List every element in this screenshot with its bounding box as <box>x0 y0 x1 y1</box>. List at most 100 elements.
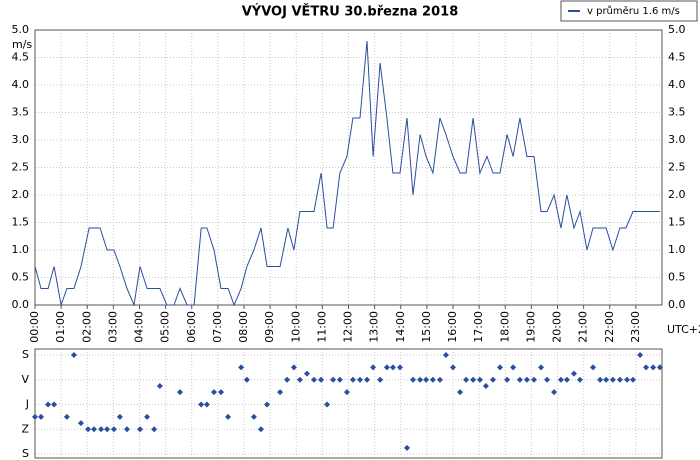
direction-point <box>557 376 564 383</box>
y-tick-label: 3.5 <box>12 106 30 119</box>
direction-point <box>156 382 163 389</box>
direction-point <box>277 389 284 396</box>
direction-point <box>144 413 151 420</box>
legend-label: v průměru 1.6 m/s <box>587 5 680 17</box>
direction-point <box>296 376 303 383</box>
direction-point <box>198 401 205 408</box>
direction-point <box>318 376 325 383</box>
direction-point <box>303 370 310 377</box>
y2-tick-label: 0.5 <box>668 271 686 284</box>
direction-point <box>176 389 183 396</box>
direction-point <box>349 376 356 383</box>
legend-box <box>560 0 698 22</box>
direction-point <box>538 364 545 371</box>
direction-point <box>389 364 396 371</box>
y-tick-label: 0.5 <box>12 271 30 284</box>
direction-point <box>98 426 105 433</box>
y-tick-label: Z <box>21 422 29 435</box>
y-tick-label: J <box>25 398 29 411</box>
direction-point <box>504 376 511 383</box>
direction-point <box>91 426 98 433</box>
y-tick-label: S <box>22 348 29 361</box>
direction-point <box>203 401 210 408</box>
direction-point <box>590 364 597 371</box>
plot-frame <box>34 348 663 459</box>
direction-point <box>123 426 130 433</box>
y2-tick-label: 2.0 <box>668 188 686 201</box>
direction-point <box>643 364 650 371</box>
direction-point <box>630 376 637 383</box>
y2-tick-label: 1.5 <box>668 216 686 229</box>
direction-point <box>544 376 551 383</box>
y2-tick-label: 4.0 <box>668 78 686 91</box>
direction-point <box>429 376 436 383</box>
direction-point <box>343 389 350 396</box>
direction-point <box>364 376 371 383</box>
x-tick-label: 03:00 <box>106 311 119 343</box>
direction-point <box>257 426 264 433</box>
direction-point <box>38 413 45 420</box>
direction-point <box>243 376 250 383</box>
y2-tick-label: 3.0 <box>668 133 686 146</box>
timezone-label: UTC+2 <box>667 323 700 336</box>
direction-point <box>218 389 225 396</box>
x-tick-label: 15:00 <box>420 311 433 343</box>
direction-point <box>238 364 245 371</box>
direction-point <box>417 376 424 383</box>
direction-point <box>77 420 84 427</box>
y-tick-label: 2.0 <box>12 188 30 201</box>
y-tick-label: 4.5 <box>12 51 30 64</box>
direction-point <box>324 401 331 408</box>
x-tick-label: 16:00 <box>446 311 459 343</box>
direction-point <box>530 376 537 383</box>
direction-point <box>104 426 111 433</box>
direction-point <box>225 413 232 420</box>
y-tick-label: 1.5 <box>12 216 30 229</box>
direction-point <box>377 376 384 383</box>
direction-point <box>476 376 483 383</box>
direction-point <box>603 376 610 383</box>
y-tick-label: 5.0 <box>12 23 30 36</box>
direction-point <box>436 376 443 383</box>
y2-tick-label: 5.0 <box>668 23 686 36</box>
x-tick-label: 06:00 <box>185 311 198 343</box>
direction-point <box>63 413 70 420</box>
direction-point <box>51 401 58 408</box>
direction-point <box>516 376 523 383</box>
x-tick-label: 20:00 <box>551 311 564 343</box>
y2-tick-label: 2.5 <box>668 161 686 174</box>
direction-point <box>623 376 630 383</box>
direction-point <box>116 413 123 420</box>
unit-label: m/s <box>12 38 32 51</box>
direction-point <box>423 376 430 383</box>
direction-point <box>330 376 337 383</box>
y-tick-label: V <box>21 373 29 386</box>
x-tick-label: 00:00 <box>28 311 41 343</box>
direction-point <box>410 376 417 383</box>
x-tick-label: 11:00 <box>315 311 328 343</box>
wind-line <box>34 40 660 307</box>
direction-point <box>463 376 470 383</box>
direction-point <box>110 426 117 433</box>
direction-point <box>45 401 52 408</box>
x-tick-label: 01:00 <box>54 311 67 343</box>
x-tick-label: 23:00 <box>629 311 642 343</box>
chart-title: VÝVOJ VĚTRU 30.března 2018 <box>242 4 459 20</box>
direction-point <box>370 364 377 371</box>
direction-point <box>284 376 291 383</box>
direction-point <box>609 376 616 383</box>
direction-point <box>470 376 477 383</box>
direction-point <box>404 444 411 451</box>
direction-point <box>32 413 38 420</box>
direction-point <box>616 376 623 383</box>
y2-tick-label: 3.5 <box>668 106 686 119</box>
direction-point <box>356 376 363 383</box>
direction-point <box>563 376 570 383</box>
direction-point <box>210 389 217 396</box>
plot-frame <box>34 29 663 306</box>
x-tick-label: 14:00 <box>394 311 407 343</box>
direction-point <box>70 352 77 358</box>
direction-point <box>450 364 456 371</box>
direction-point <box>290 364 297 371</box>
